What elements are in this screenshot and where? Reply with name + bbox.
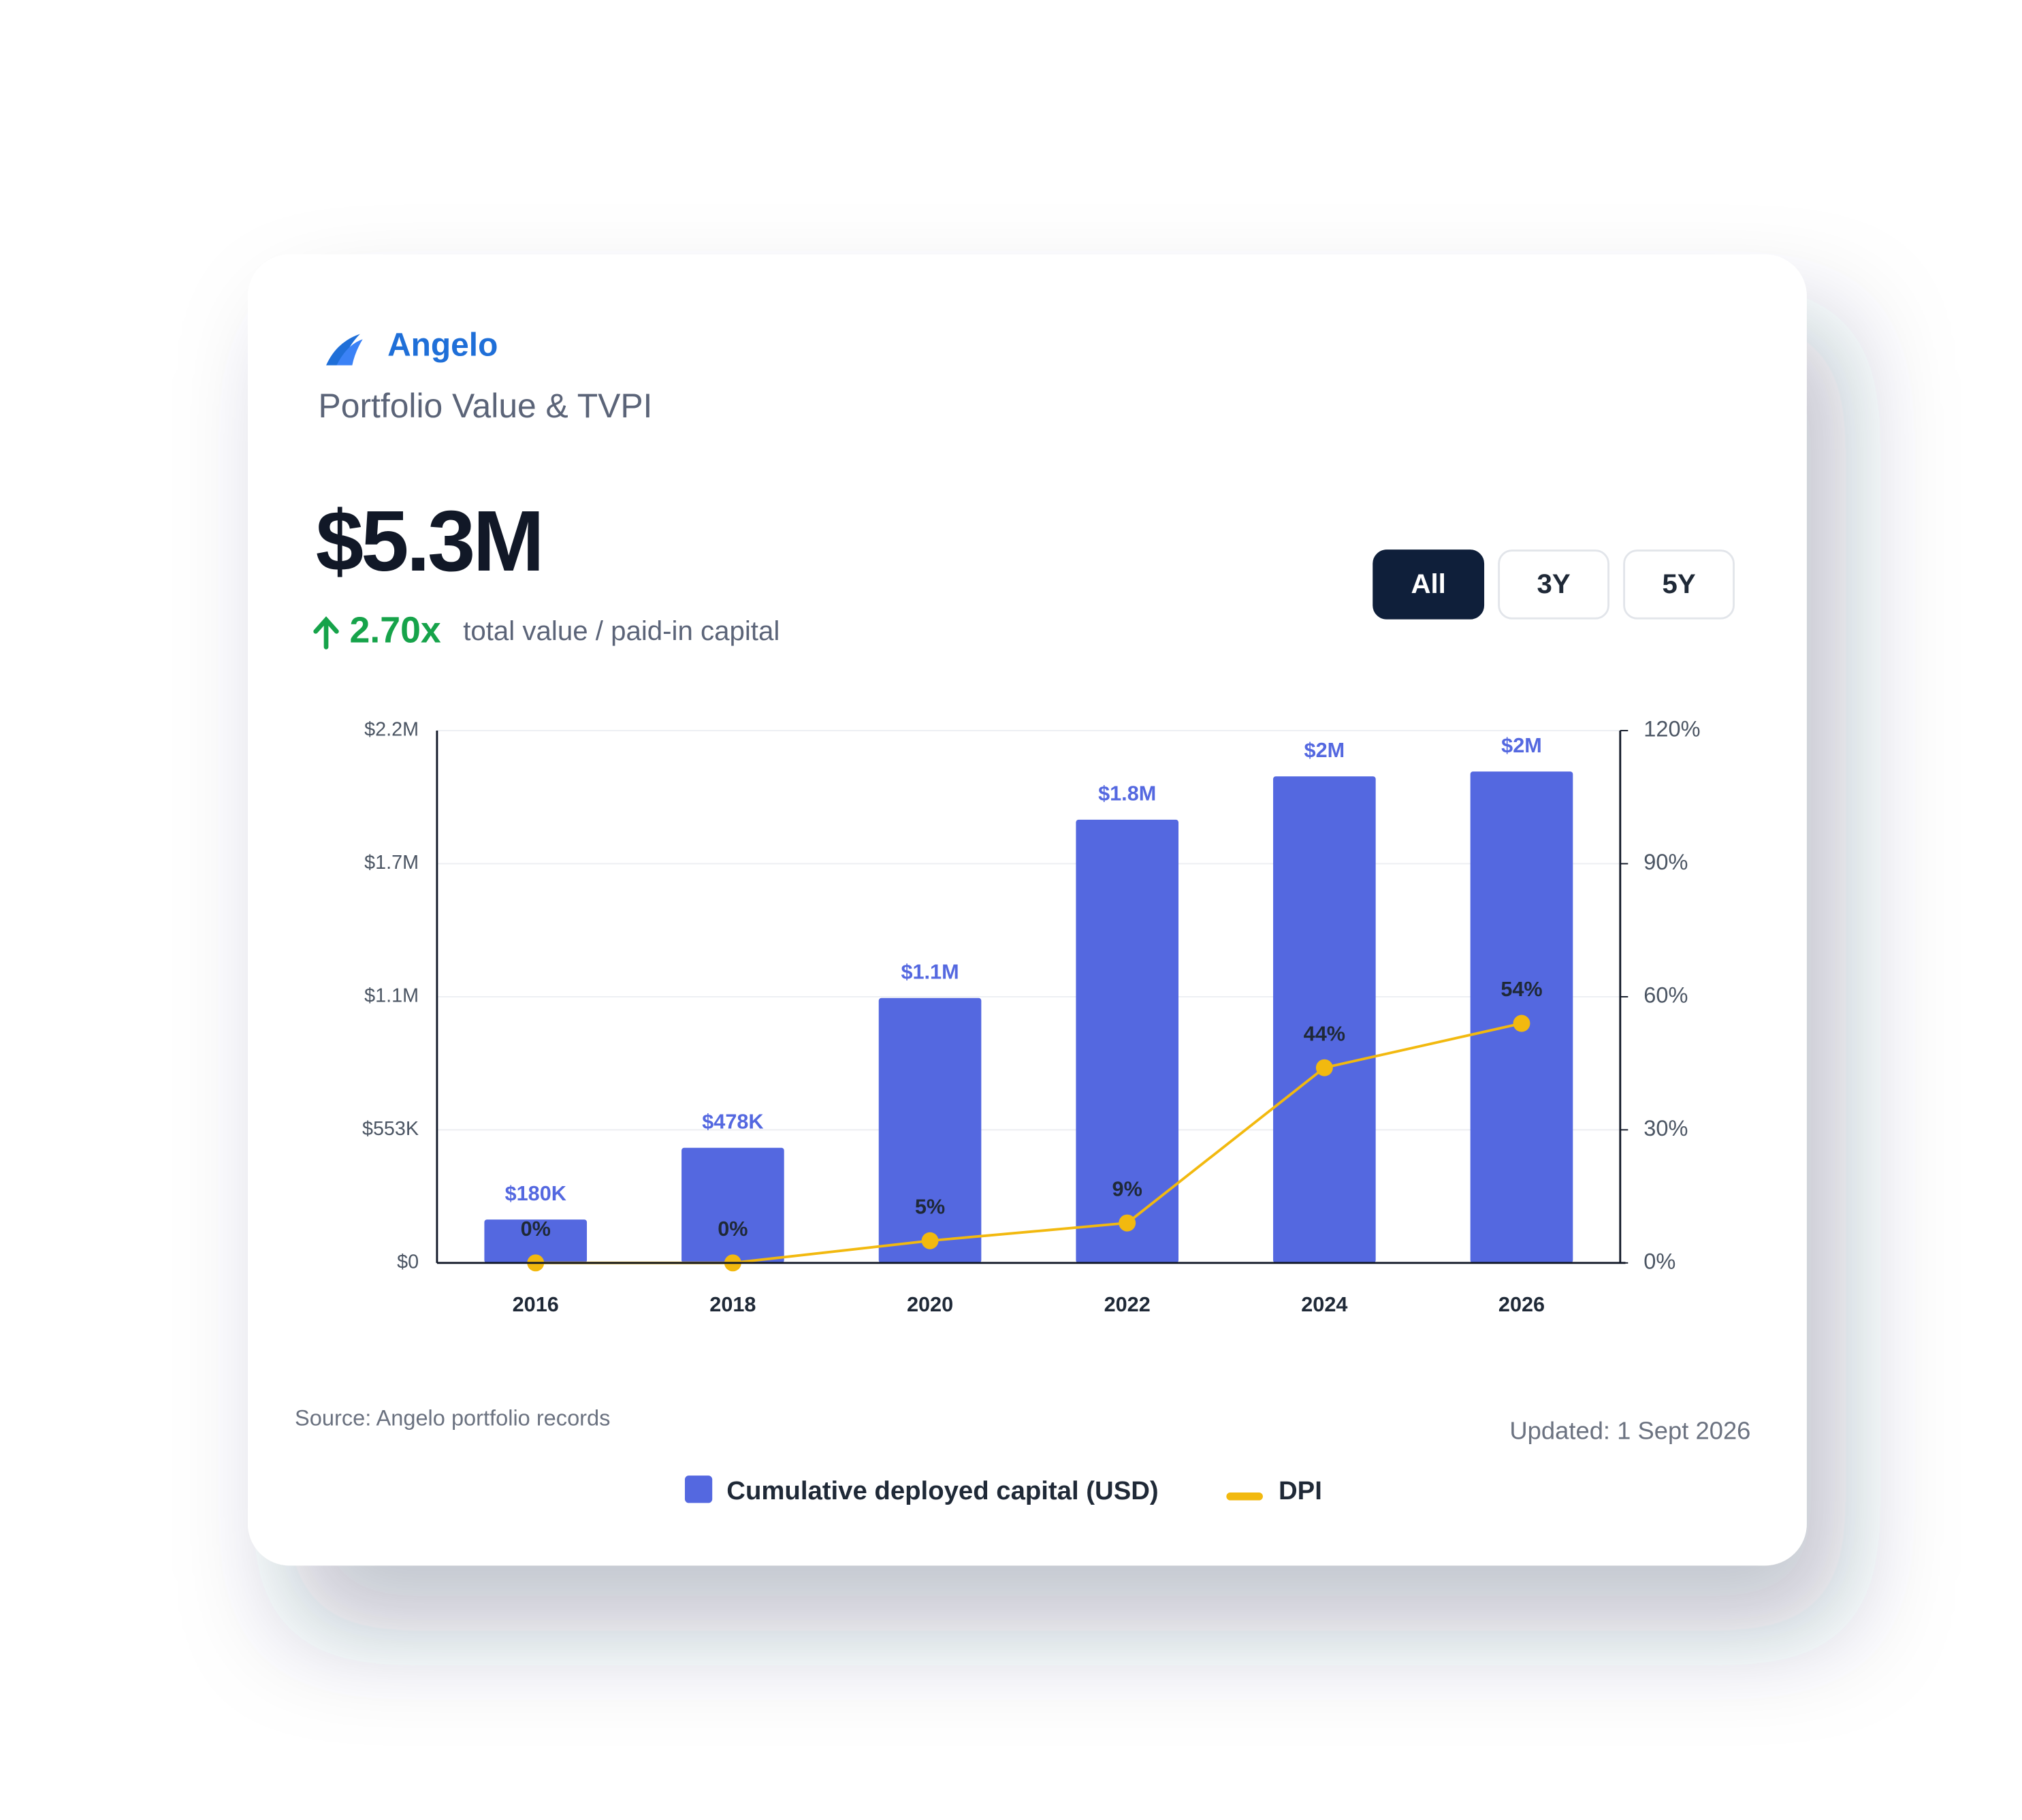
line-point <box>1513 1015 1530 1032</box>
line-value-label: 44% <box>1304 1022 1345 1045</box>
up-arrow <box>313 616 339 650</box>
bar-value-label: $1.1M <box>901 960 959 983</box>
bar-value-label: $180K <box>505 1182 566 1205</box>
bar-value-label: $2M <box>1304 739 1345 762</box>
line-value-label: 0% <box>718 1217 748 1241</box>
bar-value-label: $478K <box>702 1110 763 1133</box>
y2-tick-label: 120% <box>1643 717 1700 741</box>
bar-value-label: $1.8M <box>1098 782 1156 805</box>
bar <box>484 1219 588 1263</box>
y-tick-label: $553K <box>362 1118 419 1140</box>
line-value-label: 54% <box>1501 978 1542 1001</box>
bar <box>1273 776 1376 1263</box>
x-tick-label: 2020 <box>907 1293 953 1316</box>
filter-button[interactable] <box>1623 549 1735 620</box>
bar <box>1076 819 1179 1263</box>
updated-note: Updated: 1 Sept 2026 <box>1509 1417 1750 1445</box>
filter-label[interactable]: All <box>1411 569 1445 599</box>
line-point <box>1119 1214 1136 1232</box>
line-point <box>921 1232 939 1249</box>
legend-swatch <box>1226 1492 1263 1501</box>
line-value-label: 5% <box>915 1195 945 1218</box>
legend-label: Cumulative deployed capital (USD) <box>726 1476 1158 1505</box>
x-tick-label: 2018 <box>709 1293 756 1316</box>
y2-tick-label: 60% <box>1643 983 1688 1008</box>
filter-label[interactable]: 5Y <box>1662 569 1695 599</box>
y-tick-label: $0 <box>397 1251 419 1273</box>
brand-logo <box>326 334 363 366</box>
bar <box>681 1147 784 1263</box>
filter-button[interactable] <box>1498 549 1610 620</box>
headline-value: $5.3M <box>316 493 542 589</box>
legend-swatch <box>684 1475 713 1503</box>
line-value-label: 9% <box>1112 1177 1142 1200</box>
bar-value-label: $2M <box>1501 734 1542 757</box>
change-value: 2.70x <box>350 609 441 650</box>
line-value-label: 0% <box>521 1217 551 1241</box>
y-tick-label: $1.7M <box>364 852 419 874</box>
x-tick-label: 2026 <box>1498 1293 1545 1316</box>
x-tick-label: 2016 <box>513 1293 559 1316</box>
y2-tick-label: 90% <box>1643 850 1688 874</box>
filter-label[interactable]: 3Y <box>1537 569 1571 599</box>
y-tick-label: $1.1M <box>364 985 419 1007</box>
change-label: total value / paid-in capital <box>463 616 780 646</box>
brand-name: Angelo <box>387 327 498 363</box>
x-tick-label: 2024 <box>1301 1293 1347 1316</box>
line-point <box>1315 1059 1333 1076</box>
y2-tick-label: 0% <box>1643 1249 1675 1273</box>
card-title: Portfolio Value & TVPI <box>319 387 653 425</box>
source-note: Source: Angelo portfolio records <box>295 1405 610 1430</box>
x-tick-label: 2022 <box>1104 1293 1151 1316</box>
card <box>248 254 1807 1566</box>
y2-tick-label: 30% <box>1643 1116 1688 1140</box>
y-tick-label: $2.2M <box>364 719 419 741</box>
bar <box>878 997 982 1263</box>
filter-button[interactable] <box>1373 549 1485 620</box>
legend-label: DPI <box>1279 1476 1322 1505</box>
